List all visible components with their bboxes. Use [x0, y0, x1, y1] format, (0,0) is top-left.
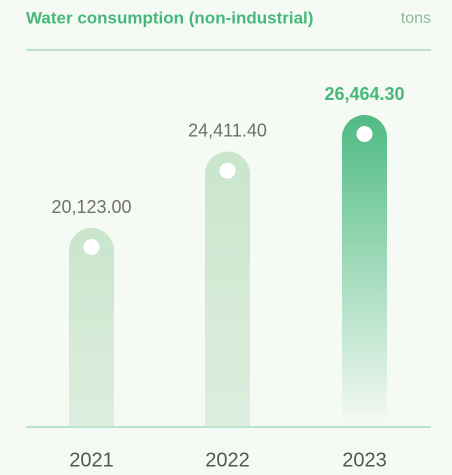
bar-dot — [83, 239, 100, 255]
bar — [205, 151, 250, 428]
x-tick-label: 2022 — [205, 449, 250, 471]
bar — [69, 228, 114, 427]
unit-label: tons — [401, 10, 431, 27]
bar-dot — [356, 126, 373, 142]
bar — [342, 115, 387, 427]
value-label: 20,123.00 — [51, 197, 131, 217]
chart-title: Water consumption (non-industrial) — [26, 8, 313, 27]
x-tick-label: 2023 — [342, 449, 387, 471]
x-tick-label: 2021 — [69, 449, 114, 471]
value-label: 26,464.30 — [324, 84, 404, 104]
bar-dot — [219, 162, 236, 179]
value-label: 24,411.40 — [188, 120, 267, 140]
